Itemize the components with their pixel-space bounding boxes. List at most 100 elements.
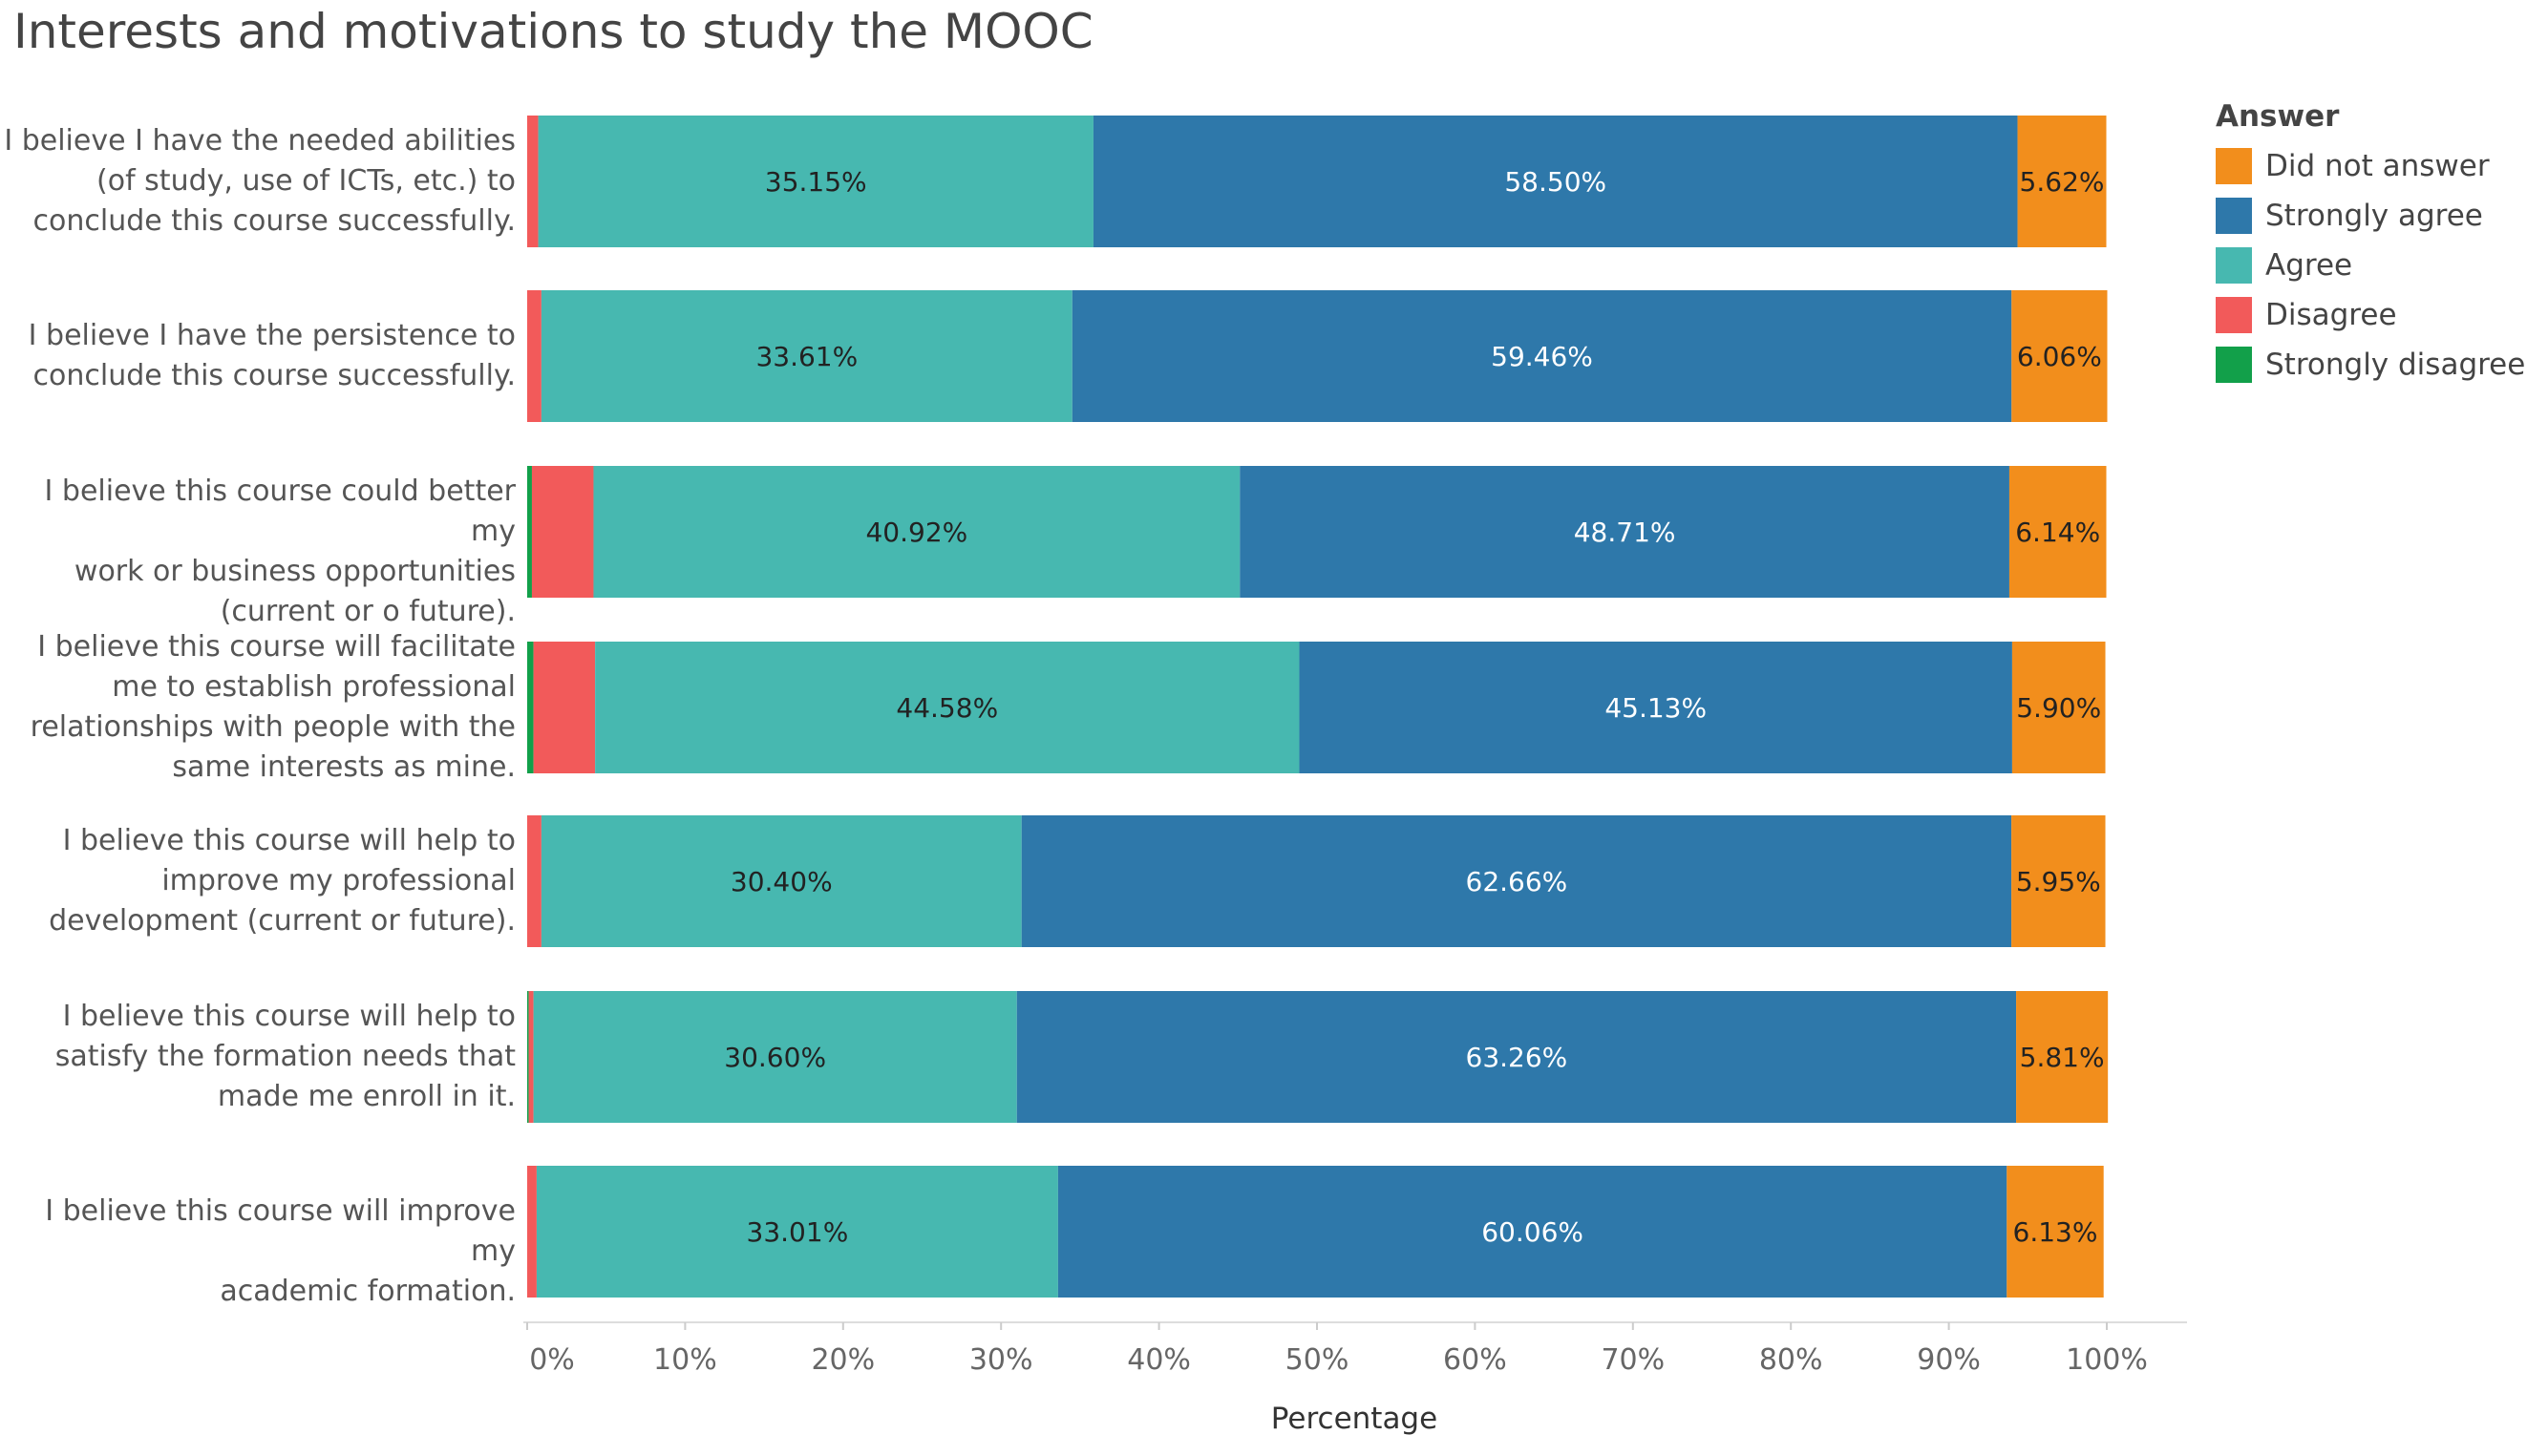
category-label-line: conclude this course successfully. <box>32 359 516 392</box>
category-label-line: I believe I have the needed abilities <box>4 124 516 158</box>
legend-item-did-not-answer: Did not answer <box>2216 141 2525 191</box>
legend-label: Strongly disagree <box>2265 348 2526 382</box>
data-label-strongly-agree-4: 45.13% <box>1604 692 1707 724</box>
bar-disagree-5 <box>527 815 542 947</box>
category-label-line: same interests as mine. <box>172 750 516 784</box>
legend-label: Agree <box>2265 248 2353 283</box>
data-label-agree-7: 33.01% <box>747 1216 849 1248</box>
bar-did-not-answer-6 <box>2016 991 2109 1123</box>
x-axis-title: Percentage <box>1271 1402 1437 1436</box>
bar-strongly-agree-6 <box>1016 991 2017 1123</box>
bar-strongly-disagree-6 <box>527 991 529 1123</box>
bar-agree-1 <box>538 116 1094 247</box>
category-label-line: (current or o future). <box>220 595 516 628</box>
legend-item-disagree: Disagree <box>2216 290 2525 340</box>
category-label-line: improve my professional <box>161 864 516 897</box>
x-tick-label-10: 90% <box>1917 1343 1981 1377</box>
category-label-line: I believe this course could better my <box>44 475 516 548</box>
bar-disagree-4 <box>533 642 596 773</box>
data-label-agree-3: 40.92% <box>865 517 967 548</box>
legend-swatch-did-not-answer <box>2216 148 2252 184</box>
legend-title: Answer <box>2216 99 2340 134</box>
data-label-strongly-agree-3: 48.71% <box>1574 517 1676 548</box>
bar-disagree-6 <box>528 991 534 1123</box>
x-tick-label-3: 20% <box>811 1343 875 1377</box>
bar-did-not-answer-1 <box>2017 116 2107 247</box>
legend-swatch-agree <box>2216 247 2252 284</box>
category-label-1: I believe I have the needed abilities (of… <box>0 121 516 242</box>
bar-agree-7 <box>536 1166 1058 1298</box>
category-label-line: development (current or future). <box>49 904 516 938</box>
bar-strongly-agree-1 <box>1093 116 2018 247</box>
category-label-line: I believe this course will facilitate <box>37 630 516 664</box>
bar-did-not-answer-4 <box>2011 642 2106 773</box>
x-tick-label-11: 100% <box>2066 1343 2148 1377</box>
x-tick-label-8: 70% <box>1601 1343 1665 1377</box>
bar-disagree-7 <box>527 1166 537 1298</box>
bar-strongly-agree-3 <box>1240 466 2009 598</box>
x-tick-label-6: 50% <box>1285 1343 1349 1377</box>
bar-agree-4 <box>595 642 1300 773</box>
x-tick-label-1: 0% <box>529 1343 575 1377</box>
bar-strongly-disagree-4 <box>527 642 534 773</box>
category-label-line: satisfy the formation needs that <box>54 1040 516 1073</box>
category-label-5: I believe this course will help to improv… <box>0 821 516 941</box>
data-label-strongly-agree-7: 60.06% <box>1481 1216 1583 1248</box>
x-tick-label-4: 30% <box>969 1343 1033 1377</box>
data-label-did-not-answer-1: 5.62% <box>2020 166 2105 198</box>
category-label-line: I believe this course will improve my <box>45 1194 516 1268</box>
category-label-3: I believe this course could better my wor… <box>0 472 516 632</box>
data-label-agree-6: 30.60% <box>724 1042 826 1073</box>
category-label-line: (of study, use of ICTs, etc.) to <box>96 164 516 198</box>
data-label-strongly-agree-2: 59.46% <box>1491 341 1593 372</box>
bar-agree-2 <box>541 290 1072 422</box>
category-label-line: work or business opportunities <box>74 555 516 588</box>
category-label-line: I believe this course will help to <box>62 1000 516 1033</box>
bar-did-not-answer-3 <box>2008 466 2107 598</box>
bar-disagree-3 <box>531 466 594 598</box>
chart-title: Interests and motivations to study the M… <box>13 4 1094 59</box>
legend-swatch-strongly-agree <box>2216 198 2252 234</box>
data-label-did-not-answer-6: 5.81% <box>2020 1042 2105 1073</box>
bar-strongly-agree-4 <box>1299 642 2012 773</box>
legend-swatch-disagree <box>2216 297 2252 333</box>
data-label-strongly-agree-6: 63.26% <box>1466 1042 1568 1073</box>
bar-strongly-agree-5 <box>1021 815 2012 947</box>
data-label-strongly-agree-5: 62.66% <box>1466 866 1568 897</box>
x-tick-label-2: 10% <box>653 1343 717 1377</box>
legend-items: Did not answer Strongly agree Agree Disagre… <box>2216 141 2525 390</box>
category-label-line: relationships with people with the <box>30 710 516 744</box>
category-label-line: I believe I have the persistence to <box>28 319 516 352</box>
category-label-2: I believe I have the persistence to concl… <box>0 316 516 396</box>
bar-disagree-1 <box>527 116 539 247</box>
category-label-line: academic formation. <box>220 1275 516 1308</box>
category-label-line: I believe this course will help to <box>62 824 516 857</box>
bar-did-not-answer-5 <box>2011 815 2106 947</box>
data-label-did-not-answer-7: 6.13% <box>2013 1216 2098 1248</box>
legend: Answer Did not answer Strongly agree Agree… <box>2216 99 2525 390</box>
bar-agree-6 <box>533 991 1017 1123</box>
bar-agree-5 <box>541 815 1022 947</box>
legend-item-strongly-disagree: Strongly disagree <box>2216 340 2525 390</box>
x-tick-label-9: 80% <box>1759 1343 1823 1377</box>
data-label-did-not-answer-2: 6.06% <box>2017 341 2102 372</box>
bar-agree-3 <box>593 466 1241 598</box>
category-label-line: me to establish professional <box>112 670 516 704</box>
x-tick-label-7: 60% <box>1443 1343 1507 1377</box>
legend-label: Did not answer <box>2265 149 2490 183</box>
category-label-4: I believe this course will facilitate me … <box>0 627 516 788</box>
bar-strongly-agree-2 <box>1072 290 2012 422</box>
data-label-strongly-agree-1: 58.50% <box>1504 166 1606 198</box>
bar-disagree-2 <box>527 290 542 422</box>
category-label-line: conclude this course successfully. <box>32 204 516 238</box>
legend-item-strongly-agree: Strongly agree <box>2216 191 2525 241</box>
category-label-7: I believe this course will improve my aca… <box>0 1192 516 1312</box>
data-label-agree-1: 35.15% <box>765 166 867 198</box>
bar-strongly-disagree-3 <box>527 466 532 598</box>
legend-label: Disagree <box>2265 298 2397 332</box>
x-tick-label-5: 40% <box>1127 1343 1191 1377</box>
category-label-line: made me enroll in it. <box>217 1080 516 1113</box>
data-label-did-not-answer-5: 5.95% <box>2016 866 2101 897</box>
legend-item-agree: Agree <box>2216 241 2525 290</box>
